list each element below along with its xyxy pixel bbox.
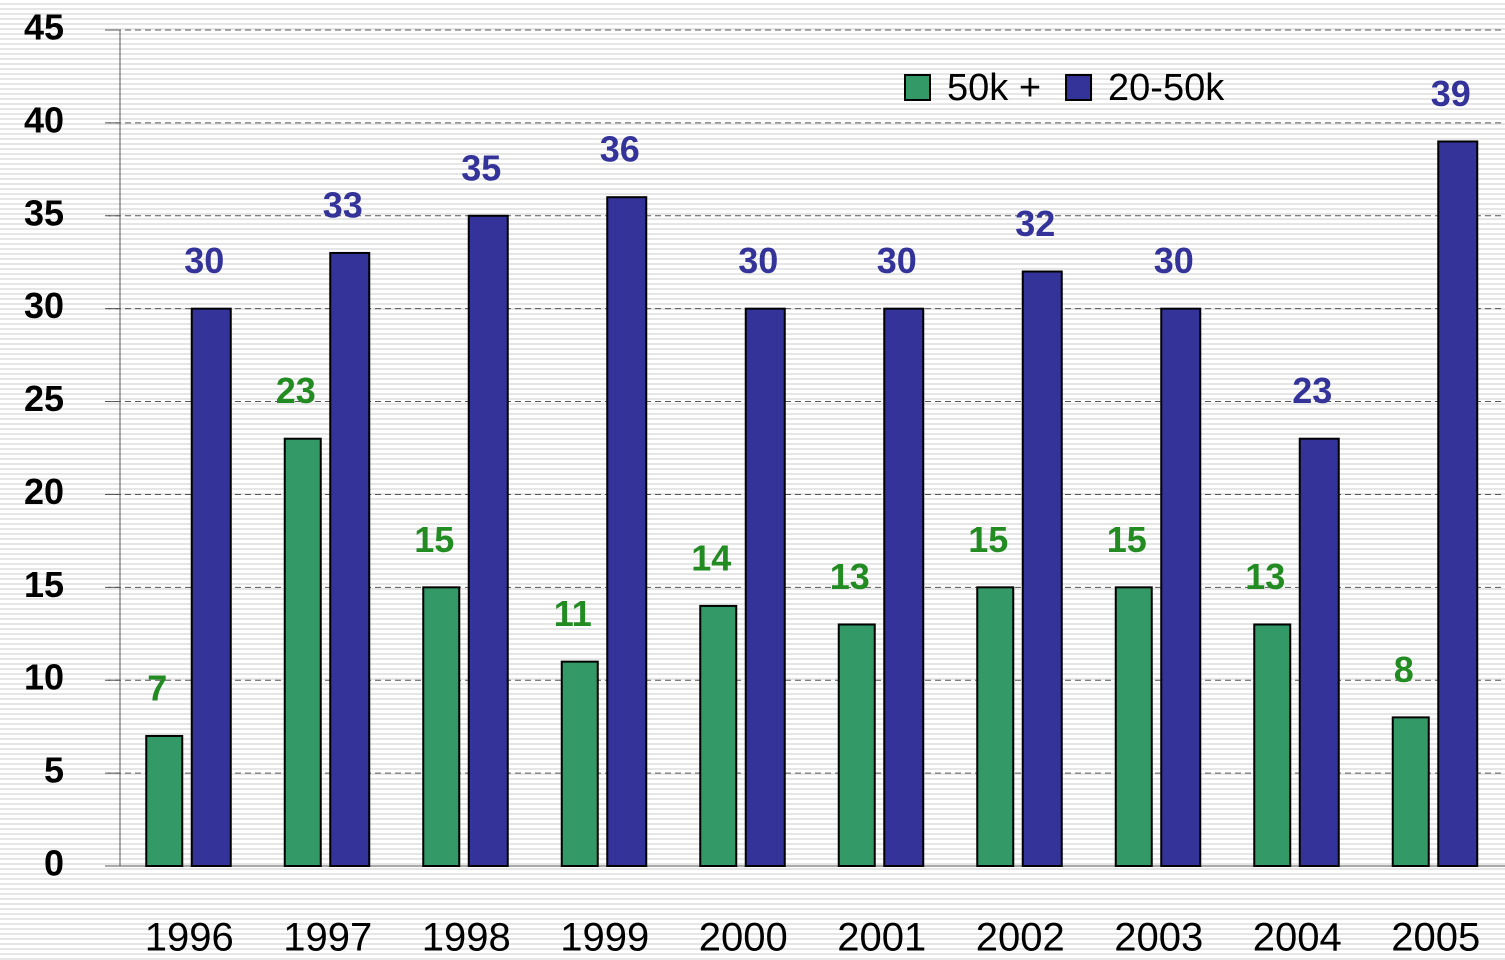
bar <box>145 734 184 868</box>
y-tick-label: 30 <box>24 285 64 326</box>
value-label: 30 <box>877 240 917 281</box>
bar <box>329 251 371 867</box>
bar <box>1437 140 1479 867</box>
x-tick-label: 2004 <box>1253 916 1342 960</box>
x-tick-label: 1997 <box>283 916 372 960</box>
value-label: 30 <box>184 240 224 281</box>
value-label: 39 <box>1431 73 1471 114</box>
x-tick-label: 2001 <box>837 916 926 960</box>
bar <box>283 437 322 867</box>
value-label: 8 <box>1394 649 1414 690</box>
y-tick-label: 10 <box>24 657 64 698</box>
bar <box>1114 586 1153 867</box>
value-label: 32 <box>1015 203 1055 244</box>
bar <box>467 214 509 867</box>
bar <box>422 586 461 867</box>
value-label: 14 <box>691 537 731 578</box>
value-label: 35 <box>461 147 501 188</box>
bar <box>1160 307 1202 867</box>
y-tick-label: 20 <box>24 471 64 512</box>
legend-swatch <box>904 74 931 101</box>
legend-swatch <box>1065 74 1093 101</box>
bar <box>976 586 1015 867</box>
y-tick-label: 25 <box>24 378 64 419</box>
x-tick-label: 1996 <box>145 916 234 960</box>
value-label: 15 <box>414 519 454 560</box>
legend-label: 20-50k <box>1108 67 1225 109</box>
value-label: 36 <box>600 129 640 170</box>
legend-label: 50k + <box>947 67 1041 109</box>
bar <box>699 604 738 868</box>
bar <box>560 660 599 868</box>
bar <box>744 307 786 867</box>
value-label: 7 <box>147 667 167 708</box>
y-tick-label: 15 <box>24 564 64 605</box>
bar <box>190 307 232 867</box>
bar <box>837 623 876 867</box>
bar <box>1391 716 1430 868</box>
value-label: 13 <box>1245 556 1285 597</box>
value-label: 15 <box>1107 519 1147 560</box>
x-tick-label: 2003 <box>1114 916 1203 960</box>
y-tick-label: 0 <box>44 843 64 884</box>
y-tick-label: 45 <box>24 7 64 48</box>
y-tick-label: 5 <box>44 750 64 791</box>
value-label: 15 <box>968 519 1008 560</box>
x-tick-label: 2002 <box>976 916 1065 960</box>
x-tick-label: 2005 <box>1391 916 1480 960</box>
value-label: 23 <box>276 370 316 411</box>
value-label: 23 <box>1292 370 1332 411</box>
x-tick-label: 2000 <box>699 916 788 960</box>
y-tick-label: 35 <box>24 192 64 233</box>
value-label: 13 <box>830 556 870 597</box>
y-tick-label: 40 <box>24 99 64 140</box>
bar <box>606 196 648 867</box>
bar <box>1298 437 1340 867</box>
value-label: 30 <box>738 240 778 281</box>
value-label: 11 <box>554 593 592 634</box>
x-tick-label: 1998 <box>422 916 511 960</box>
bar <box>1021 270 1063 867</box>
value-label: 30 <box>1154 240 1194 281</box>
x-tick-label: 1999 <box>560 916 649 960</box>
bar <box>883 307 925 867</box>
bar <box>1253 623 1292 867</box>
value-label: 33 <box>323 184 363 225</box>
